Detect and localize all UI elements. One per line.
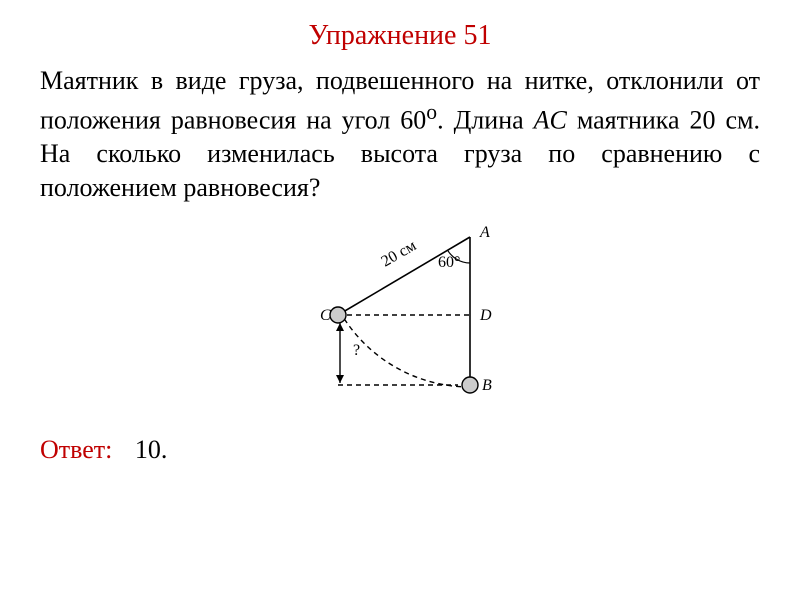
svg-text:?: ? (353, 342, 360, 359)
problem-statement: Маятник в виде груза, подвешенного на ни… (40, 64, 760, 205)
diagram-container: A B C D 20 см 60°? (40, 225, 760, 405)
pendulum-diagram: A B C D 20 см 60°? (290, 225, 510, 405)
answer-value: 10. (135, 435, 168, 464)
svg-text:20 см: 20 см (379, 237, 420, 270)
answer-line: Ответ: 10. (40, 435, 760, 465)
answer-label: Ответ: (40, 435, 112, 464)
exercise-title: Упражнение 51 (40, 20, 760, 52)
svg-text:C: C (320, 307, 331, 324)
degree-symbol: о (426, 100, 437, 124)
svg-text:B: B (482, 377, 492, 394)
problem-part2: . Длина (437, 105, 534, 134)
ac-label: AC (534, 105, 567, 134)
svg-text:D: D (479, 307, 492, 324)
svg-text:A: A (479, 225, 490, 241)
svg-text:60°: 60° (438, 254, 460, 271)
